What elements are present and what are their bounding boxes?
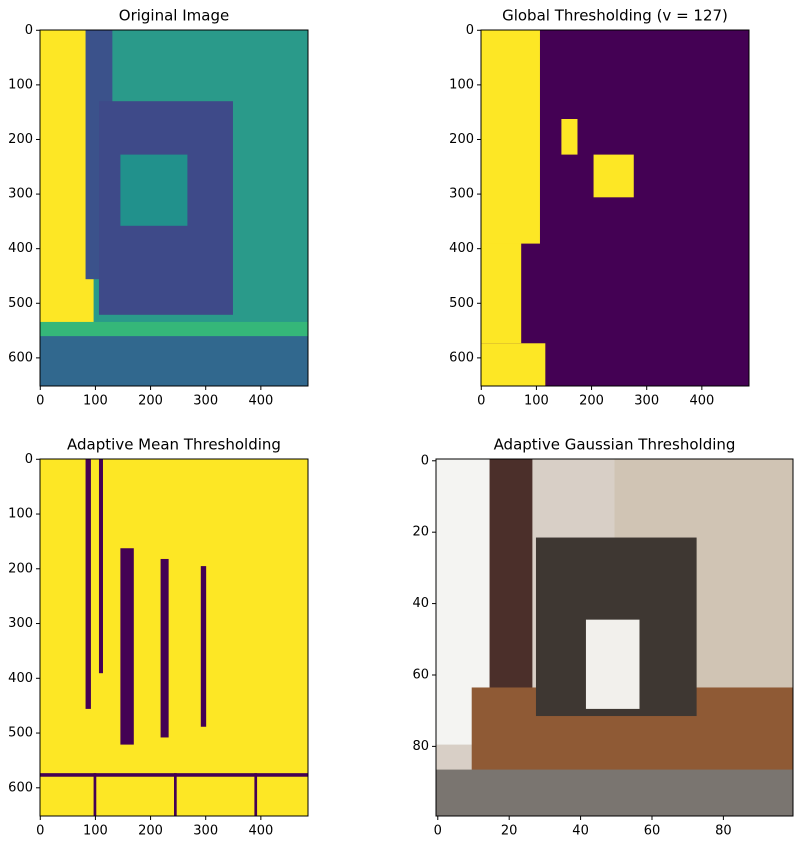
y-tick-label: 0 <box>466 23 474 38</box>
y-tick-label: 20 <box>412 525 429 540</box>
image <box>40 30 308 386</box>
x-tick-label: 200 <box>138 394 163 409</box>
x-tick-label: 0 <box>36 394 44 409</box>
y-tick-label: 0 <box>25 452 33 467</box>
x-tick-label: 40 <box>572 824 589 839</box>
y-tick-label: 500 <box>8 296 33 311</box>
axes-frame <box>39 458 309 817</box>
y-tick-label: 600 <box>449 350 474 365</box>
x-tick-label: 300 <box>193 824 218 839</box>
x-tick-label: 0 <box>36 824 44 839</box>
x-tick-label: 400 <box>248 394 273 409</box>
x-tick-label: 60 <box>644 824 661 839</box>
x-tick-label: 200 <box>579 394 604 409</box>
x-tick-label: 100 <box>524 394 549 409</box>
image-region <box>174 773 177 816</box>
y-tick-label: 100 <box>8 507 33 522</box>
y-tick-label: 300 <box>8 616 33 631</box>
image-region <box>40 336 308 386</box>
image-region <box>254 773 258 816</box>
image-region <box>40 30 94 333</box>
x-tick-label: 400 <box>689 394 714 409</box>
y-tick-label: 0 <box>25 23 33 38</box>
y-tick-label: 500 <box>8 726 33 741</box>
image-region <box>85 459 91 709</box>
image-region <box>98 459 103 674</box>
x-tick-label: 300 <box>193 394 218 409</box>
image-region <box>160 558 169 738</box>
image-region <box>200 566 207 727</box>
y-tick-label: 300 <box>8 187 33 202</box>
image-region <box>436 769 793 816</box>
subplot-title: Adaptive Mean Thresholding <box>67 436 281 454</box>
y-tick-label: 600 <box>8 350 33 365</box>
axes-frame <box>480 29 750 387</box>
axes-frame <box>435 458 794 817</box>
y-tick-label: 400 <box>8 671 33 686</box>
x-tick-label: 20 <box>501 824 518 839</box>
image-region <box>120 154 188 226</box>
image-region <box>481 30 540 244</box>
y-tick-label: 600 <box>8 780 33 795</box>
axes-frame <box>39 29 309 387</box>
y-tick-label: 100 <box>449 77 474 92</box>
y-tick-label: 200 <box>449 132 474 147</box>
x-tick-label: 400 <box>248 824 273 839</box>
image <box>436 459 793 816</box>
subplot-title: Global Thresholding (v = 127) <box>502 7 728 25</box>
x-tick-label: 100 <box>83 394 108 409</box>
image-region <box>40 321 308 337</box>
y-tick-label: 400 <box>8 241 33 256</box>
y-tick-label: 500 <box>449 296 474 311</box>
x-tick-label: 0 <box>434 824 442 839</box>
x-tick-label: 0 <box>477 394 485 409</box>
y-tick-label: 200 <box>8 561 33 576</box>
subplot-title: Adaptive Gaussian Thresholding <box>494 436 736 454</box>
y-tick-label: 60 <box>412 667 429 682</box>
y-tick-label: 80 <box>412 739 429 754</box>
subplot-title: Original Image <box>119 7 229 25</box>
y-tick-label: 400 <box>449 241 474 256</box>
y-tick-label: 0 <box>421 453 429 468</box>
image <box>40 459 308 816</box>
image-region <box>585 619 640 709</box>
y-tick-label: 100 <box>8 77 33 92</box>
x-tick-label: 100 <box>83 824 108 839</box>
x-tick-label: 200 <box>138 824 163 839</box>
x-tick-label: 300 <box>634 394 659 409</box>
image-region <box>593 154 634 198</box>
y-tick-label: 40 <box>412 596 429 611</box>
image-region <box>561 119 578 155</box>
image-region <box>93 773 97 816</box>
image-region <box>481 343 546 386</box>
image-region <box>120 548 134 745</box>
image-region <box>40 459 308 816</box>
x-tick-label: 80 <box>715 824 732 839</box>
y-tick-label: 300 <box>449 187 474 202</box>
image-region <box>489 459 533 692</box>
image <box>481 30 749 386</box>
y-tick-label: 200 <box>8 132 33 147</box>
